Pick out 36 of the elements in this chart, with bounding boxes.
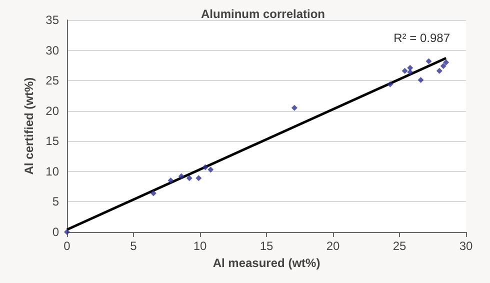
- point: [440, 63, 446, 70]
- point: [418, 76, 424, 83]
- point: [436, 68, 442, 74]
- x-tick-label: 30: [459, 239, 473, 253]
- y-tick-label: 25: [46, 74, 60, 88]
- point: [64, 229, 70, 235]
- point: [402, 68, 408, 74]
- y-tick-label: 5: [52, 194, 60, 209]
- y-tick-label: 10: [46, 164, 60, 178]
- point: [196, 175, 202, 182]
- x-tick-label: 5: [130, 239, 138, 253]
- x-tick-label: 0: [64, 239, 71, 253]
- x-tick-label: 25: [392, 239, 406, 253]
- chart-title: Aluminum correlation: [200, 7, 326, 21]
- point: [202, 164, 208, 170]
- y-axis-title: Al certified (wt%): [22, 77, 36, 175]
- point: [208, 166, 214, 173]
- x-tick-label: 10: [193, 239, 207, 253]
- point: [443, 59, 450, 66]
- point: [291, 104, 298, 111]
- y-tick-label: 15: [46, 134, 60, 148]
- point: [426, 58, 432, 64]
- point: [387, 81, 394, 88]
- annotation: R² = 0.987: [394, 31, 450, 45]
- point: [178, 173, 184, 180]
- point: [407, 69, 414, 76]
- y-tick-label: 0: [52, 225, 60, 239]
- y-tick-label: 20: [46, 104, 60, 118]
- point: [150, 190, 156, 196]
- point: [186, 175, 192, 182]
- x-tick-label: 20: [326, 239, 340, 253]
- y-tick-label: 30: [46, 43, 60, 58]
- point: [168, 178, 174, 184]
- x-axis-title: Al measured (wt%): [212, 256, 320, 270]
- x-tick-label: 15: [260, 239, 274, 253]
- y-tick-label: 35: [46, 13, 60, 27]
